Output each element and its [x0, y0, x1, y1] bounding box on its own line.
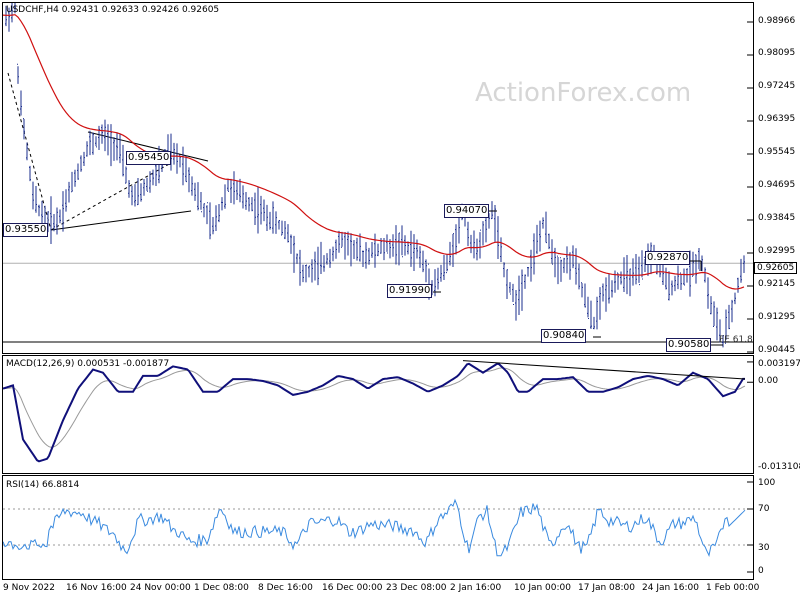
price-tick: 0.97245 [758, 81, 796, 91]
chart-header: USDCHF,H4 0.92431 0.92633 0.92426 0.9260… [6, 5, 219, 15]
price-tick: 0.92145 [758, 279, 796, 289]
callout-low-1: 0.93550 [3, 223, 49, 237]
moving-average-line [3, 14, 745, 290]
fibonacci-label: FE 61.8 [719, 335, 753, 345]
macd-divergence-line [462, 360, 746, 380]
callout-high-3: 0.92870 [645, 251, 691, 265]
price-panel[interactable] [2, 2, 754, 354]
rsi-title: RSI(14) 66.8814 [6, 480, 80, 490]
dashed-projection-2 [50, 162, 172, 231]
macd-tick: 0.00 [758, 376, 779, 386]
macd-panel[interactable] [2, 355, 754, 474]
x-tick: 17 Jan 08:00 [578, 583, 635, 593]
x-tick: 10 Jan 00:00 [514, 583, 571, 593]
macd-tick: 0.003197 [758, 359, 800, 369]
price-tick: 0.93845 [758, 213, 796, 223]
macd-title: MACD(12,26,9) 0.000531 -0.001877 [6, 359, 170, 369]
rsi-tick: 100 [758, 478, 776, 488]
callout-low-4: 0.90580 [666, 338, 712, 352]
x-tick: 16 Dec 00:00 [322, 583, 383, 593]
x-tick: 2 Jan 16:00 [450, 583, 502, 593]
x-tick: 9 Nov 2022 [3, 583, 55, 593]
macd-chart [3, 360, 753, 463]
price-tick: 0.98095 [758, 48, 796, 58]
price-tick: 0.94695 [758, 180, 796, 190]
callout-low-3: 0.90840 [541, 329, 587, 343]
triangle-lower-trendline [50, 210, 192, 231]
watermark: ActionForex.com [475, 78, 692, 108]
x-tick: 1 Dec 08:00 [194, 583, 249, 593]
rsi-chart [3, 481, 753, 573]
macd-main-line [3, 362, 745, 463]
price-tick: 0.96395 [758, 114, 796, 124]
callout-high-1: 0.95450 [126, 151, 172, 165]
rsi-line [3, 498, 746, 557]
price-tick: 0.98966 [758, 16, 796, 26]
ohlc-label: 0.92431 0.92633 0.92426 0.92605 [61, 5, 220, 15]
x-tick: 24 Jan 16:00 [642, 583, 699, 593]
price-tick: 0.90445 [758, 345, 796, 355]
price-tick: 0.91295 [758, 312, 796, 322]
price-chart [3, 3, 753, 353]
macd-tick: -0.013108 [758, 462, 800, 472]
rsi-panel[interactable] [2, 475, 754, 580]
callout-low-2: 0.91990 [387, 284, 433, 298]
x-tick: 24 Nov 00:00 [130, 583, 191, 593]
rsi-tick: 0 [758, 566, 764, 576]
callout-high-2: 0.94070 [444, 204, 490, 218]
x-tick: 23 Dec 08:00 [386, 583, 447, 593]
rsi-tick: 30 [758, 543, 770, 553]
x-tick: 16 Nov 16:00 [66, 583, 127, 593]
last-price-tag: 0.92605 [754, 262, 798, 274]
x-tick: 1 Feb 00:00 [706, 583, 760, 593]
rsi-tick: 70 [758, 504, 770, 514]
price-tick: 0.92995 [758, 246, 796, 256]
price-tick: 0.95545 [758, 147, 796, 157]
x-tick: 8 Dec 16:00 [258, 583, 313, 593]
symbol-label: USDCHF,H4 [6, 5, 59, 15]
